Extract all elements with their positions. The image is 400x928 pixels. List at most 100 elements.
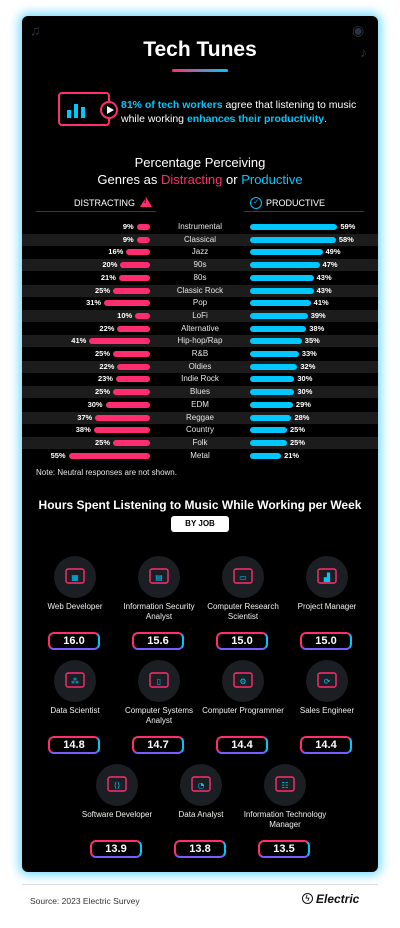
distracting-bar bbox=[105, 401, 150, 408]
hours-value: 14.4 bbox=[216, 736, 268, 754]
job-label: Information Security Analyst bbox=[123, 602, 195, 621]
hours-value: 16.0 bbox=[48, 632, 100, 650]
icon-backdrop bbox=[306, 660, 348, 702]
hours-value: 15.0 bbox=[216, 632, 268, 650]
svg-text:⚙: ⚙ bbox=[239, 677, 246, 686]
genre-label: Jazz bbox=[191, 247, 209, 257]
distracting-bar bbox=[115, 376, 150, 383]
distracting-bar bbox=[95, 414, 150, 421]
genre-row: Classical 9% 58% bbox=[22, 233, 378, 246]
icon-backdrop bbox=[222, 556, 264, 598]
hours-value: 14.4 bbox=[300, 736, 352, 754]
genre-label: Classical bbox=[183, 234, 216, 244]
hours-value: 14.7 bbox=[132, 736, 184, 754]
genre-row: Oldies 22% 32% bbox=[22, 360, 378, 373]
title-prefix: Genres as bbox=[97, 172, 161, 187]
productive-bar bbox=[250, 325, 307, 332]
distracting-bar bbox=[104, 300, 150, 307]
monitor-search-icon: ▭ bbox=[233, 568, 253, 584]
productive-bar bbox=[250, 389, 295, 396]
productive-value: 30% bbox=[297, 374, 313, 384]
distracting-value: 41% bbox=[71, 336, 87, 346]
key-stat: 81% of tech workers agree that listening… bbox=[121, 98, 361, 126]
job-label: Software Developer bbox=[81, 810, 153, 819]
job-label: Project Manager bbox=[297, 602, 357, 611]
job-label: Computer Programmer bbox=[202, 706, 284, 715]
productive-value: 43% bbox=[316, 272, 332, 282]
genre-label: LoFi bbox=[192, 310, 208, 320]
productive-value: 39% bbox=[310, 310, 326, 320]
productive-value: 25% bbox=[290, 437, 306, 447]
svg-text:⟳: ⟳ bbox=[324, 677, 331, 686]
icon-backdrop bbox=[138, 556, 180, 598]
genre-label: Oldies bbox=[188, 361, 212, 371]
job-label: Information Technology Manager bbox=[243, 810, 327, 829]
icon-backdrop bbox=[54, 556, 96, 598]
genre-row: Alternative 22% 38% bbox=[22, 323, 378, 335]
music-note-icon: ♫ bbox=[30, 22, 41, 38]
productive-value: 41% bbox=[313, 298, 329, 308]
stat-end: . bbox=[324, 113, 327, 125]
distracting-value: 30% bbox=[87, 399, 103, 409]
distracting-value: 22% bbox=[99, 323, 115, 333]
title-productive: Productive bbox=[241, 172, 303, 187]
productive-bar bbox=[250, 262, 320, 269]
hours-value: 13.8 bbox=[174, 840, 226, 858]
icon-backdrop bbox=[54, 660, 96, 702]
distracting-value: 31% bbox=[86, 298, 102, 308]
genre-row: 80s 21% 43% bbox=[22, 272, 378, 284]
distracting-bar bbox=[113, 351, 150, 357]
cycle-gear-icon: ⟳ bbox=[317, 672, 337, 688]
distracting-value: 21% bbox=[100, 272, 116, 282]
distracting-bar bbox=[68, 452, 150, 459]
check-circle-icon: ✓ bbox=[250, 197, 262, 209]
productive-value: 25% bbox=[290, 425, 306, 435]
icon-backdrop bbox=[306, 556, 348, 598]
genre-label: Metal bbox=[190, 450, 210, 460]
genre-label: Alternative bbox=[181, 323, 219, 333]
distracting-value: 25% bbox=[94, 437, 110, 447]
productive-bar bbox=[250, 249, 323, 256]
productive-value: 35% bbox=[304, 336, 320, 346]
distracting-bar bbox=[113, 439, 150, 446]
genre-label: Hip-hop/Rap bbox=[177, 336, 223, 346]
binary-lock-icon: ▤ bbox=[149, 568, 169, 584]
productive-value: 29% bbox=[295, 399, 311, 409]
brand-name: Electric bbox=[316, 892, 360, 906]
page-title: Tech Tunes bbox=[143, 38, 257, 61]
distracting-bar bbox=[120, 262, 150, 269]
genre-row: Classic Rock 25% 43% bbox=[22, 284, 378, 297]
svg-text:⟨⟩: ⟨⟩ bbox=[114, 781, 120, 790]
productive-bar bbox=[250, 414, 292, 421]
document-magnifier-icon: ▯ bbox=[149, 672, 169, 688]
productive-value: 21% bbox=[284, 450, 300, 460]
distracting-value: 22% bbox=[99, 361, 115, 371]
productive-bar bbox=[250, 427, 287, 434]
genre-chart-title: Percentage Perceiving Genres as Distract… bbox=[22, 154, 378, 188]
genre-row: Blues 25% 30% bbox=[22, 386, 378, 399]
distracting-bar bbox=[118, 274, 150, 281]
distracting-bar bbox=[93, 427, 150, 434]
productive-value: 28% bbox=[294, 412, 310, 422]
svg-text:▭: ▭ bbox=[239, 573, 247, 582]
stat-highlight: enhances their productivity bbox=[186, 113, 325, 125]
genre-row: Folk 25% 25% bbox=[22, 436, 378, 449]
distracting-bar bbox=[136, 236, 150, 243]
productive-bar bbox=[250, 351, 299, 357]
chart-play-icon bbox=[58, 92, 118, 126]
genre-label: EDM bbox=[191, 399, 209, 409]
title-or: or bbox=[222, 172, 242, 187]
distracting-value: 25% bbox=[94, 387, 110, 397]
warning-icon bbox=[140, 197, 152, 207]
productive-value: 58% bbox=[338, 234, 354, 244]
svg-text:▤: ▤ bbox=[155, 573, 163, 582]
icon-backdrop bbox=[222, 660, 264, 702]
footer-divider bbox=[22, 884, 378, 885]
genre-label: Folk bbox=[192, 437, 208, 447]
distracting-value: 23% bbox=[97, 374, 113, 384]
distracting-bar bbox=[117, 363, 150, 370]
hours-value: 13.5 bbox=[258, 840, 310, 858]
infographic-card: ♫ ◉ ♪ Tech Tunes 81% of tech workers agr… bbox=[22, 16, 378, 872]
distracting-value: 25% bbox=[94, 349, 110, 358]
svg-text:☷: ☷ bbox=[281, 781, 288, 790]
